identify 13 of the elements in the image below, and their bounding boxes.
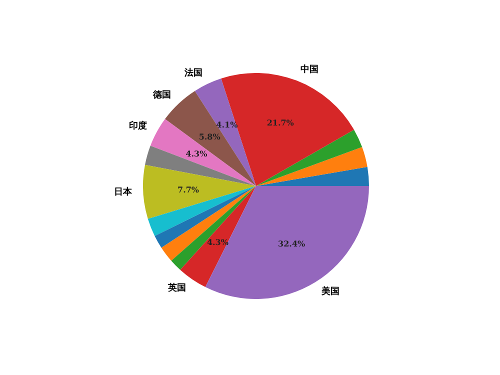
slice-label: 日本 [114, 186, 133, 198]
data-label: 7.7% [178, 184, 200, 195]
slice-label: 英国 [166, 282, 186, 294]
slice-label: 美国 [320, 286, 340, 297]
data-label: 5.8% [198, 132, 221, 142]
data-label: 4.3% [206, 236, 229, 247]
slice-label: 印度 [128, 120, 147, 132]
slice-label: 法国 [184, 68, 203, 79]
data-label: 32.4% [278, 238, 306, 249]
data-label: 4.3% [186, 148, 208, 159]
data-label: 21.7% [266, 118, 294, 128]
slice-label: 德国 [152, 89, 171, 100]
slice-label: 中国 [300, 64, 319, 76]
